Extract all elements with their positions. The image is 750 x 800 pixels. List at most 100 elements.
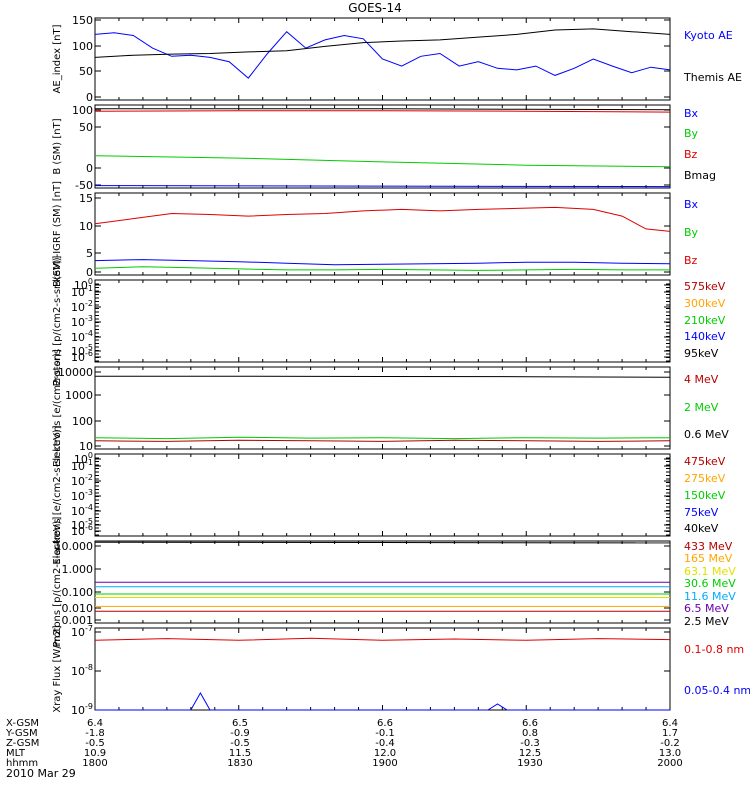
legend-entry: Bmag [684, 169, 716, 182]
legend-entry: 6.5 MeV [684, 602, 729, 615]
footer-value: 13.0 [659, 748, 681, 759]
y-tick-label: 100 [72, 415, 93, 428]
footer-row-label: Z-GSM [6, 738, 39, 749]
series-line-0-1-0-8-nm [94, 637, 671, 641]
legend-entry: 140keV [684, 330, 726, 343]
legend-entry: Bx [684, 198, 699, 211]
y-axis-label: Electrons [e/(cm2-s-sr)] [52, 349, 63, 467]
panel-1: 150 100 50 0 AE_index [nT] Kyoto AE Themis AE [52, 14, 742, 104]
y-tick-label: 10-2 [71, 299, 93, 314]
series-line-themis-ae [94, 28, 671, 58]
y-tick-label: 5 [86, 247, 93, 260]
footer-value: 1930 [517, 758, 542, 769]
y-tick-label: 150 [72, 14, 93, 27]
y-tick-label: 10-1 [71, 458, 93, 473]
legend-entry: 300keV [684, 297, 726, 310]
series-line-2-mev [94, 436, 671, 440]
footer-value: -0.1 [375, 728, 395, 739]
panel-5: 10000 1000 100 10 Electrons [e/(cm2-s-sr)] 4 … [52, 349, 729, 467]
y-tick-label: 10-9 [71, 702, 93, 717]
legend-entry: 0.05-0.4 nm [684, 684, 750, 697]
series-line-by [94, 266, 670, 271]
footer-value: 2000 [657, 758, 682, 769]
y-axis-label: Xray Flux [W/m2] [52, 625, 63, 712]
legend-entry: 165 MeV [684, 552, 733, 565]
legend-entry: 275keV [684, 472, 726, 485]
y-tick-label: 10 [79, 220, 93, 233]
y-tick-label: 15 [79, 192, 93, 205]
y-axis-label: Electrons [e/(cm2-s-sr-keV)] [52, 425, 63, 564]
series-line-bz [94, 110, 671, 113]
footer-value: 0.8 [522, 728, 538, 739]
footer-value: 11.5 [229, 748, 251, 759]
y-tick-label: 10-4 [71, 329, 93, 344]
legend-entry: 150keV [684, 489, 726, 502]
legend-entry: 63.1 MeV [684, 565, 736, 578]
legend-entry: 75keV [684, 506, 719, 519]
y-tick-label: 10-3 [71, 314, 93, 329]
footer-value: 1800 [82, 758, 107, 769]
y-tick-label: 10-1 [71, 284, 93, 299]
y-tick-label: 0.001 [62, 614, 94, 627]
legend-entry: 30.6 MeV [684, 577, 736, 590]
legend-entry: 475keV [684, 455, 726, 468]
panel-8: 10-7 10-8 10-9 Xray Flux [W/m2] 0.1-0.8 nm 0.… [52, 624, 750, 717]
legend-entry: Bx [684, 107, 699, 120]
legend-entry: 11.6 MeV [684, 590, 736, 603]
panel-frame [94, 453, 671, 537]
y-tick-label: 1000 [65, 389, 93, 402]
series-line-0-6-mev [95, 375, 671, 378]
legend-entry: Themis AE [683, 71, 742, 84]
footer-row-label: Y-GSM [5, 728, 38, 739]
legend-entry: 95keV [684, 347, 719, 360]
footer-row-label: X-GSM [6, 718, 39, 729]
y-tick-label: 10-3 [71, 488, 93, 503]
footer-value: 6.4 [87, 718, 103, 729]
footer-ephemeris: X-GSM 6.4 6.5 6.6 6.6 6.4 Y-GSM -1.8 -0.9 -0.1 0.8… [5, 718, 683, 769]
y-axis-label: B(SM)-IGRF (SM) [nT] [52, 181, 63, 287]
y-tick-label: 10-7 [71, 624, 93, 639]
footer-value: 10.9 [84, 748, 106, 759]
series-line-bx [94, 259, 671, 266]
legend-entry: 0.1-0.8 nm [684, 643, 744, 656]
panel-frame [94, 104, 671, 189]
series-line-2-5-mev [94, 541, 671, 544]
footer-row-label: hhmm [6, 758, 38, 769]
y-tick-label: 1.000 [62, 563, 94, 576]
legend-entry: By [684, 226, 699, 239]
y-tick-label: 10-8 [71, 663, 93, 678]
series-line-kyoto-ae [94, 30, 671, 79]
footer-value: -0.5 [230, 738, 250, 749]
date-label: 2010 Mar 29 [6, 767, 76, 780]
series-line-bmag [95, 108, 671, 111]
legend-entry: 0.6 MeV [684, 428, 729, 441]
y-tick-label: -50 [75, 179, 93, 192]
footer-value: 12.5 [519, 748, 541, 759]
footer-value: 12.0 [374, 748, 396, 759]
y-tick-label: 10-6 [71, 523, 93, 538]
y-tick-label: 10-6 [71, 349, 93, 364]
footer-value: -0.5 [85, 738, 105, 749]
footer-value: -0.3 [520, 738, 540, 749]
legend-entry: Bz [684, 148, 698, 161]
series-line-bx [94, 185, 671, 188]
y-tick-label: 10-2 [71, 473, 93, 488]
y-tick-label: 100 [72, 104, 93, 117]
y-axis-label: Protons [p/(cm2-s-sr-keV)] [52, 256, 63, 387]
footer-value: 1900 [372, 758, 397, 769]
y-axis-label: AE_index [nT] [52, 24, 63, 93]
series-line-bz [94, 206, 671, 232]
footer-value: -0.9 [230, 728, 250, 739]
legend-entry: By [684, 127, 699, 140]
footer-value: 1830 [227, 758, 252, 769]
y-tick-label: 10-4 [71, 503, 93, 518]
plot-title: GOES-14 [348, 1, 402, 15]
y-tick-label: 0 [86, 162, 93, 175]
footer-value: 6.6 [522, 718, 538, 729]
y-tick-label: 0.100 [62, 586, 94, 599]
footer-value: -1.8 [85, 728, 105, 739]
